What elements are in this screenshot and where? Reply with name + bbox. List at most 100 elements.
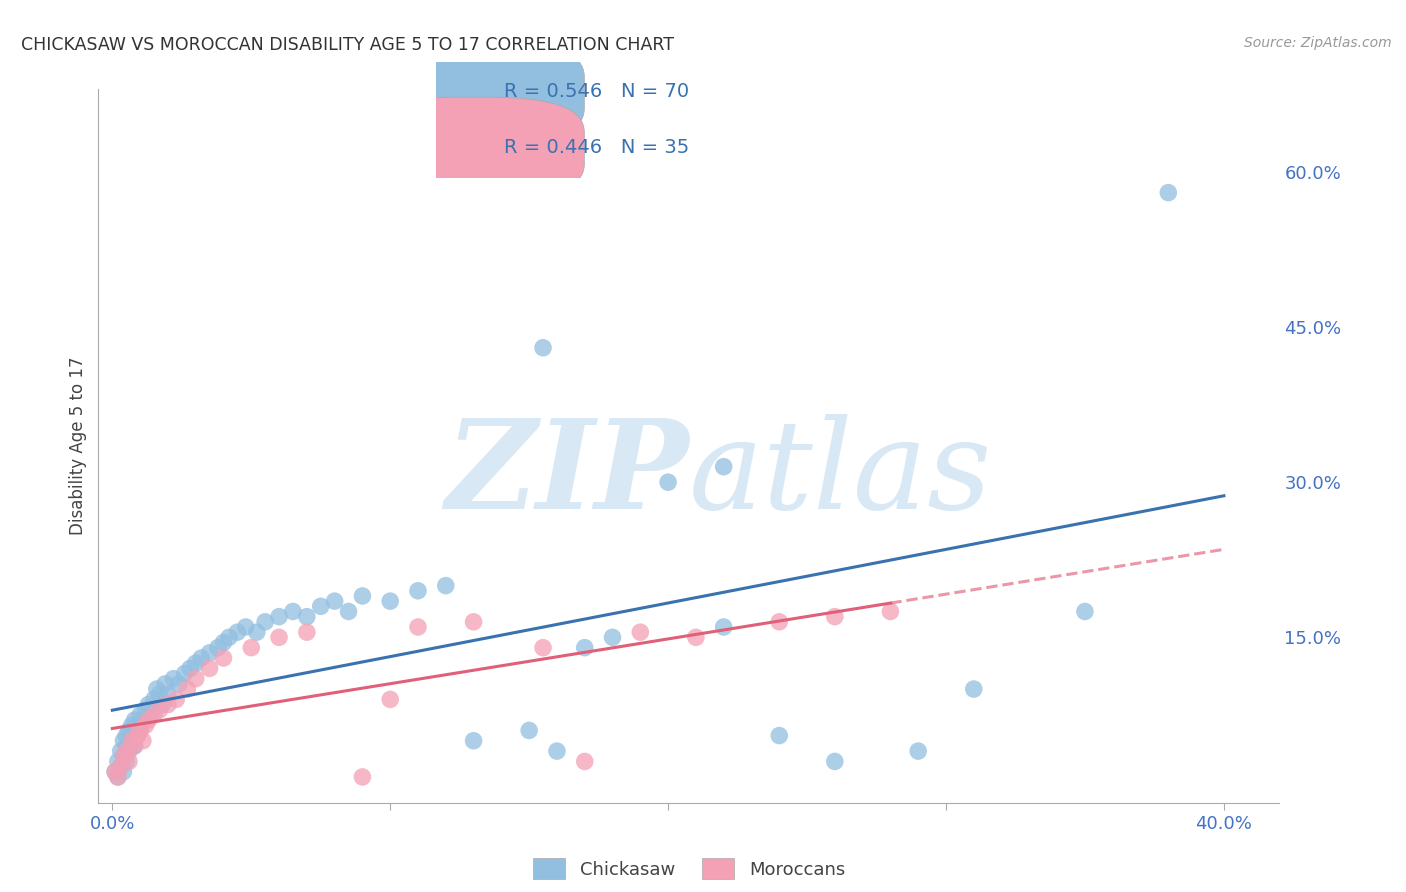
Point: [112, 749, 135, 764]
Point: [295, 609, 318, 624]
Point: [907, 744, 929, 758]
Point: [124, 739, 146, 753]
Point: [110, 759, 132, 773]
Point: [380, 692, 402, 706]
Point: [179, 661, 201, 675]
Point: [184, 656, 207, 670]
Point: [127, 729, 149, 743]
Point: [190, 651, 212, 665]
Point: [824, 609, 846, 624]
Point: [963, 681, 986, 696]
Point: [143, 692, 166, 706]
Point: [127, 718, 149, 732]
Point: [267, 630, 290, 644]
Point: [1157, 186, 1180, 200]
Point: [107, 755, 129, 769]
Point: [352, 770, 374, 784]
Point: [118, 755, 141, 769]
Point: [138, 698, 160, 712]
Point: [112, 733, 135, 747]
Point: [165, 692, 187, 706]
Point: [132, 713, 155, 727]
Point: [602, 630, 624, 644]
Point: [112, 764, 135, 779]
Point: [198, 646, 221, 660]
Text: atlas: atlas: [689, 414, 993, 535]
Point: [713, 459, 735, 474]
Point: [129, 707, 152, 722]
Point: [141, 707, 163, 722]
Point: [295, 625, 318, 640]
Point: [104, 764, 127, 779]
Point: [107, 770, 129, 784]
Point: [531, 640, 554, 655]
Point: [127, 729, 149, 743]
Point: [281, 605, 304, 619]
Point: [156, 687, 179, 701]
Point: [124, 739, 146, 753]
Point: [824, 755, 846, 769]
Point: [162, 672, 184, 686]
Point: [212, 651, 235, 665]
Point: [150, 698, 173, 712]
Point: [115, 755, 138, 769]
Point: [685, 630, 707, 644]
FancyBboxPatch shape: [356, 97, 585, 199]
Point: [118, 723, 141, 738]
Point: [121, 718, 143, 732]
Text: R = 0.446   N = 35: R = 0.446 N = 35: [503, 137, 689, 157]
Point: [121, 733, 143, 747]
Point: [212, 635, 235, 649]
Text: CHICKASAW VS MOROCCAN DISABILITY AGE 5 TO 17 CORRELATION CHART: CHICKASAW VS MOROCCAN DISABILITY AGE 5 T…: [21, 36, 673, 54]
Point: [148, 703, 170, 717]
Legend: Chickasaw, Moroccans: Chickasaw, Moroccans: [526, 851, 852, 887]
Point: [434, 579, 457, 593]
Point: [323, 594, 346, 608]
Point: [337, 605, 360, 619]
Point: [198, 661, 221, 675]
Point: [628, 625, 651, 640]
Point: [121, 733, 143, 747]
Point: [148, 687, 170, 701]
Point: [879, 605, 901, 619]
Point: [657, 475, 679, 490]
Point: [1074, 605, 1097, 619]
Point: [546, 744, 568, 758]
Point: [267, 609, 290, 624]
Point: [226, 625, 249, 640]
Point: [207, 640, 229, 655]
Point: [110, 744, 132, 758]
Point: [309, 599, 332, 614]
Point: [406, 620, 429, 634]
Text: Source: ZipAtlas.com: Source: ZipAtlas.com: [1244, 36, 1392, 50]
Point: [153, 677, 176, 691]
Point: [352, 589, 374, 603]
Y-axis label: Disability Age 5 to 17: Disability Age 5 to 17: [69, 357, 87, 535]
Point: [115, 744, 138, 758]
Point: [107, 770, 129, 784]
Point: [110, 759, 132, 773]
Point: [463, 733, 485, 747]
FancyBboxPatch shape: [356, 42, 585, 144]
Point: [176, 681, 198, 696]
Point: [129, 723, 152, 738]
Text: R = 0.546   N = 70: R = 0.546 N = 70: [503, 82, 689, 101]
Text: ZIP: ZIP: [446, 414, 689, 535]
Point: [115, 729, 138, 743]
Point: [713, 620, 735, 634]
Point: [115, 739, 138, 753]
Point: [235, 620, 257, 634]
Point: [104, 764, 127, 779]
Point: [574, 755, 596, 769]
Point: [380, 594, 402, 608]
Point: [218, 630, 240, 644]
Point: [156, 698, 179, 712]
Point: [138, 713, 160, 727]
Point: [112, 749, 135, 764]
Point: [406, 583, 429, 598]
Point: [124, 713, 146, 727]
Point: [240, 640, 263, 655]
Point: [531, 341, 554, 355]
Point: [167, 677, 190, 691]
Point: [574, 640, 596, 655]
